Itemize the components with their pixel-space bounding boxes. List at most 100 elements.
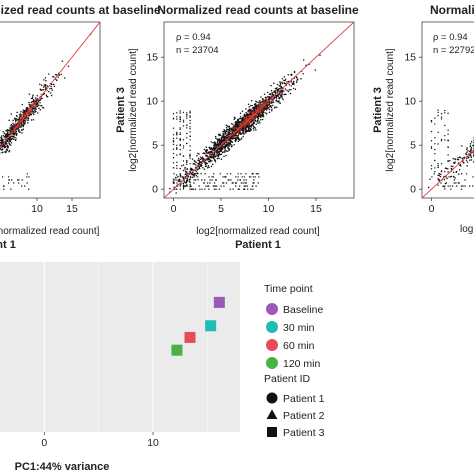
middle-point — [186, 184, 188, 186]
middle-point — [257, 173, 259, 175]
middle-point — [252, 123, 254, 125]
middle-point — [272, 101, 275, 104]
middle-point — [233, 125, 235, 127]
middle-point — [204, 173, 206, 175]
middle-point — [279, 92, 281, 95]
middle-dense-point — [260, 103, 262, 106]
y-tick-label: 5 — [410, 140, 416, 152]
middle-point — [244, 182, 246, 184]
middle-point — [281, 90, 283, 93]
middle-point — [274, 91, 277, 94]
middle-point — [203, 182, 205, 184]
middle-point — [186, 117, 188, 119]
right-point — [446, 177, 448, 180]
middle-point — [222, 151, 224, 153]
right-point — [465, 159, 468, 162]
middle-point — [290, 73, 292, 76]
left-point — [11, 179, 13, 181]
middle-point — [172, 167, 175, 169]
right-point — [444, 124, 446, 127]
middle-dense-point — [227, 141, 229, 143]
right-point — [434, 148, 436, 151]
middle-dense-point — [256, 107, 259, 109]
middle-dense-point — [249, 121, 251, 123]
middle-point — [182, 111, 185, 114]
middle-point — [272, 99, 274, 102]
middle-point — [256, 104, 259, 107]
middle-point — [269, 105, 271, 108]
middle-point — [216, 185, 218, 187]
legend-time-items: Baseline 30 min 60 min 120 min — [266, 303, 323, 370]
middle-point — [214, 156, 216, 158]
middle-dense-point — [259, 104, 261, 106]
middle-point — [240, 173, 242, 175]
middle-dense-point — [230, 133, 232, 135]
left-point — [2, 134, 5, 137]
left-dense-point — [29, 111, 32, 114]
left-point — [28, 101, 30, 104]
right-point — [444, 182, 447, 185]
right-point — [434, 123, 436, 125]
middle-point — [258, 120, 260, 123]
middle-point — [235, 176, 237, 178]
right-point — [458, 168, 461, 171]
middle-point — [245, 173, 247, 175]
middle-point — [196, 169, 199, 171]
middle-point — [222, 130, 225, 133]
middle-point — [207, 158, 210, 160]
middle-point — [179, 179, 181, 181]
middle-point — [211, 155, 213, 157]
left-point — [26, 109, 28, 112]
middle-point — [242, 127, 244, 129]
xlabel-bold-middle: Patient 1 — [235, 239, 281, 251]
right-point — [466, 157, 468, 159]
middle-dense-point — [228, 139, 230, 141]
middle-point — [220, 140, 222, 142]
middle-dense-point — [235, 126, 237, 128]
middle-point — [249, 112, 251, 115]
left-point — [16, 111, 18, 114]
middle-point — [255, 129, 257, 131]
middle-point — [173, 182, 175, 184]
middle-point — [246, 185, 248, 187]
left-point — [1, 148, 4, 150]
middle-point — [193, 159, 196, 162]
middle-point — [198, 185, 200, 187]
right-point — [469, 145, 472, 147]
middle-point — [263, 108, 265, 111]
middle-point — [182, 139, 185, 141]
middle-point — [187, 176, 189, 178]
middle-point — [178, 179, 180, 181]
title-right: Normalized read counts at baseline — [430, 3, 474, 17]
left-point — [21, 124, 24, 127]
right-point — [467, 150, 469, 152]
middle-dense-point — [257, 111, 259, 114]
middle-point — [243, 188, 245, 190]
left-point — [43, 92, 46, 95]
right-point — [437, 179, 440, 181]
middle-point — [211, 151, 213, 153]
middle-point — [182, 160, 185, 162]
middle-point — [296, 79, 298, 82]
right-point — [437, 165, 439, 167]
middle-point — [186, 179, 189, 181]
middle-dense-point — [267, 97, 269, 99]
middle-point — [221, 135, 223, 137]
middle-point — [250, 176, 252, 178]
middle-point — [182, 125, 185, 127]
left-point — [37, 112, 39, 114]
left-point — [37, 103, 39, 105]
middle-point — [275, 106, 278, 109]
middle-point — [267, 107, 269, 109]
middle-point — [208, 153, 211, 156]
middle-point — [319, 54, 321, 56]
x-tick-label: 0 — [171, 203, 177, 215]
middle-point — [189, 157, 191, 159]
middle-dense-point — [245, 123, 247, 125]
middle-point — [267, 91, 269, 94]
left-point — [6, 148, 8, 150]
left-point — [15, 119, 17, 122]
right-point — [461, 145, 463, 147]
middle-point — [179, 112, 181, 114]
middle-point — [186, 115, 188, 117]
